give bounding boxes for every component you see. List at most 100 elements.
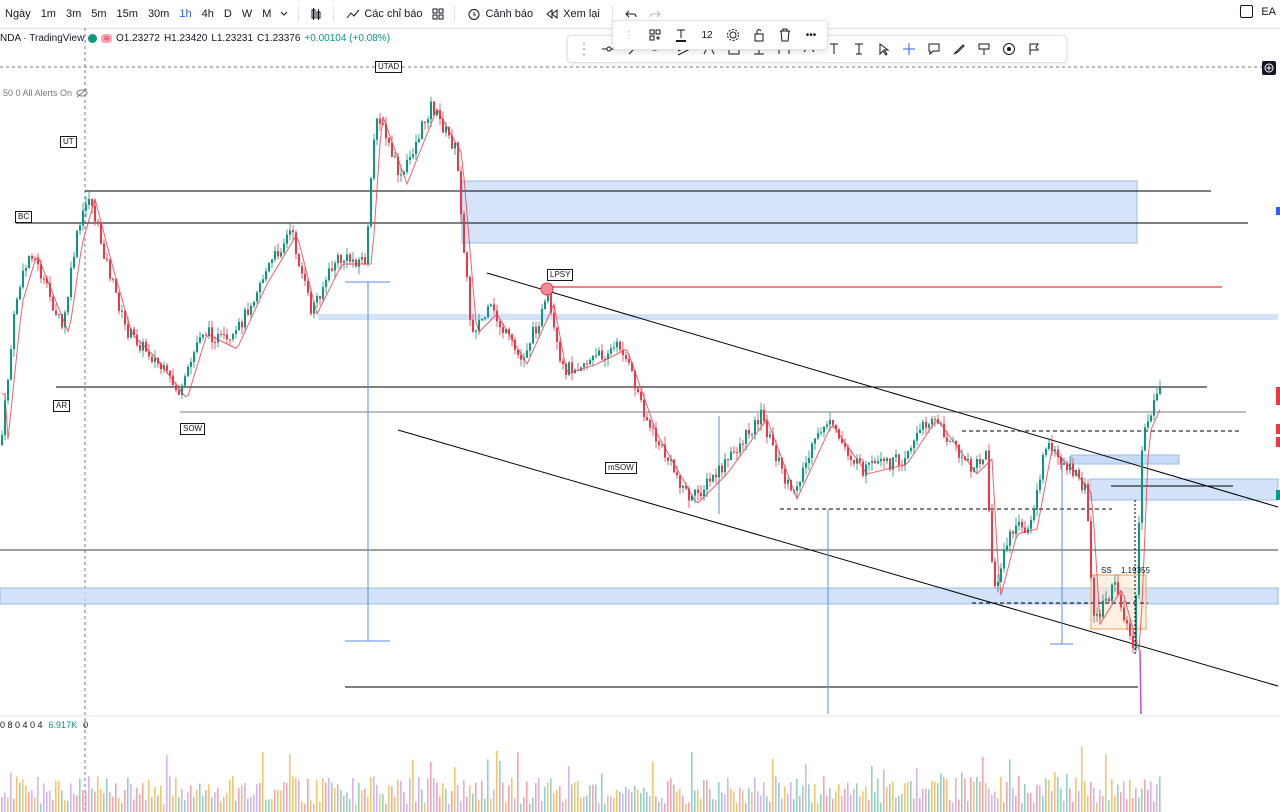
trash-icon[interactable]: [773, 24, 797, 46]
symbol-title[interactable]: NDA · TradingView: [0, 33, 85, 44]
timeframe-1m[interactable]: 1m: [40, 8, 56, 20]
candle-body: [166, 365, 168, 371]
candle-body: [880, 458, 882, 462]
flag-icon[interactable]: [1022, 38, 1046, 60]
timeframe-4h[interactable]: 4h: [201, 8, 214, 20]
lock-icon[interactable]: [747, 24, 771, 46]
timeframe-1h[interactable]: 1h: [179, 8, 192, 20]
redo-icon[interactable]: [643, 9, 667, 19]
eye-off-icon[interactable]: [76, 88, 88, 98]
more-icon[interactable]: •••: [805, 29, 817, 41]
chevron-down-icon[interactable]: [276, 11, 292, 17]
candle-body: [709, 478, 711, 482]
volume-bar: [472, 793, 474, 812]
candle-body: [79, 225, 81, 231]
msow-label[interactable]: mSOW: [605, 462, 637, 474]
ss-label[interactable]: SS: [1101, 566, 1112, 575]
settings-icon[interactable]: [721, 24, 745, 46]
ea-label: EA: [1261, 5, 1276, 18]
ar-label[interactable]: AR: [53, 400, 71, 412]
volume-bar: [955, 777, 957, 812]
timeframe-ngày[interactable]: Ngày: [5, 8, 31, 20]
green-status-dot: [88, 34, 98, 43]
lpsy-label[interactable]: LPSY: [547, 269, 574, 281]
volume-bar: [1066, 773, 1068, 812]
volume-bar: [439, 796, 441, 812]
timeframe-d[interactable]: D: [223, 8, 232, 20]
timeframe-3m[interactable]: 3m: [65, 8, 82, 20]
highlighter-icon[interactable]: [947, 38, 971, 60]
candle-body: [451, 135, 453, 149]
timeframe-15m[interactable]: 15m: [116, 8, 138, 20]
candle-body: [583, 363, 585, 368]
ut-label[interactable]: UT: [60, 136, 77, 148]
templates-icon[interactable]: [428, 8, 448, 20]
volume-bar: [106, 778, 108, 812]
alerts-button[interactable]: Cảnh báo: [461, 7, 539, 21]
candles-icon[interactable]: [305, 7, 327, 21]
volume-bar: [796, 778, 798, 812]
candle-body: [106, 258, 108, 260]
checkbox[interactable]: [1240, 5, 1254, 18]
volume-bar: [7, 797, 9, 812]
volume-value: 6.917K: [48, 720, 78, 730]
plus-square-icon[interactable]: [1262, 61, 1276, 75]
text-color-icon[interactable]: [669, 24, 693, 46]
candle-body: [787, 480, 789, 484]
volume-bar: [856, 783, 858, 812]
undo-icon[interactable]: [619, 9, 643, 19]
candle-body: [1144, 427, 1146, 451]
candle-body: [535, 326, 537, 334]
volume-bar: [691, 752, 693, 812]
target-icon[interactable]: [997, 38, 1021, 60]
drag-handle-icon[interactable]: ⋮: [576, 41, 592, 58]
signpost-icon[interactable]: [972, 38, 996, 60]
cursor-icon[interactable]: [872, 38, 896, 60]
replay-button[interactable]: Xem lại: [539, 8, 606, 20]
candle-body: [946, 437, 948, 442]
timeframe-w[interactable]: W: [241, 8, 253, 20]
candle-body: [247, 309, 249, 315]
volume-bar: [478, 800, 480, 812]
candle-body: [277, 250, 279, 257]
timeframe-m[interactable]: M: [262, 8, 272, 20]
supply-zone: [461, 180, 1138, 244]
crosshair-icon[interactable]: [897, 38, 921, 60]
volume-bar: [916, 768, 918, 812]
right-controls: EA: [1240, 5, 1276, 18]
drag-handle-icon[interactable]: ⋮: [624, 29, 634, 41]
volume-bar: [568, 766, 570, 812]
candle-body: [250, 305, 252, 315]
wave-icon[interactable]: ≋: [101, 34, 112, 43]
candle-body: [961, 456, 963, 458]
volume-bar: [205, 790, 207, 812]
volume-bar: [1138, 797, 1140, 812]
candle-body: [586, 363, 588, 365]
font-size-button[interactable]: 12: [701, 29, 713, 41]
sow-label[interactable]: SOW: [180, 423, 206, 435]
utad-label[interactable]: UTAD: [375, 61, 403, 73]
ss-price-label[interactable]: 1.19355: [1121, 566, 1150, 575]
timeframe-5m[interactable]: 5m: [91, 8, 107, 20]
bc-label[interactable]: BC: [15, 211, 33, 223]
volume-bar: [118, 797, 120, 812]
callout-icon[interactable]: [922, 38, 946, 60]
high-value: H1.23420: [163, 33, 208, 44]
indicators-button[interactable]: Các chỉ báo: [340, 7, 428, 21]
candle-body: [343, 260, 345, 263]
anchored-text-icon[interactable]: [847, 38, 871, 60]
template-icon[interactable]: [643, 24, 667, 46]
volume-bar: [70, 783, 72, 812]
volume-bar: [184, 799, 186, 812]
candle-body: [496, 310, 498, 322]
text-tool-icon[interactable]: [822, 38, 846, 60]
volume-bar: [217, 787, 219, 812]
timeframe-30m[interactable]: 30m: [147, 8, 170, 20]
candle-body: [904, 458, 906, 466]
candle-body: [925, 421, 927, 428]
candle-body: [187, 366, 189, 377]
candle-body: [715, 474, 717, 478]
volume-bar: [889, 784, 891, 812]
volume-bar: [424, 802, 426, 812]
